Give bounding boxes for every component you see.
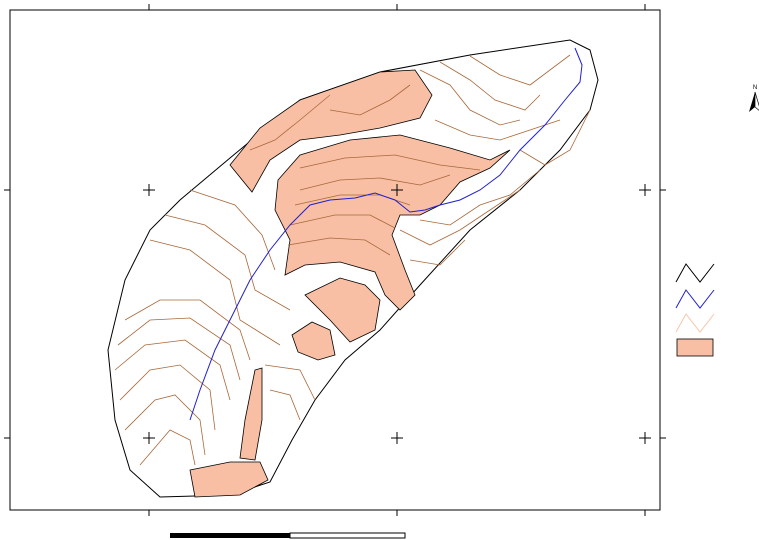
- legend-zone: [677, 339, 713, 356]
- legend-contour: [676, 314, 714, 332]
- legend-river: [676, 290, 714, 308]
- north-label: N: [753, 85, 757, 91]
- legend-boundary: [676, 264, 714, 282]
- page: N (() => { const data = JSON.parse(docum…: [0, 0, 759, 540]
- north-arrow-left: [749, 92, 755, 112]
- north-arrow-right: [755, 92, 759, 112]
- scale-bar: [170, 533, 405, 538]
- scale-bar-white: [290, 533, 405, 538]
- scale-bar-black: [170, 533, 290, 538]
- legend: [676, 264, 714, 356]
- map: N: [0, 0, 759, 540]
- north-arrow: N: [749, 85, 759, 112]
